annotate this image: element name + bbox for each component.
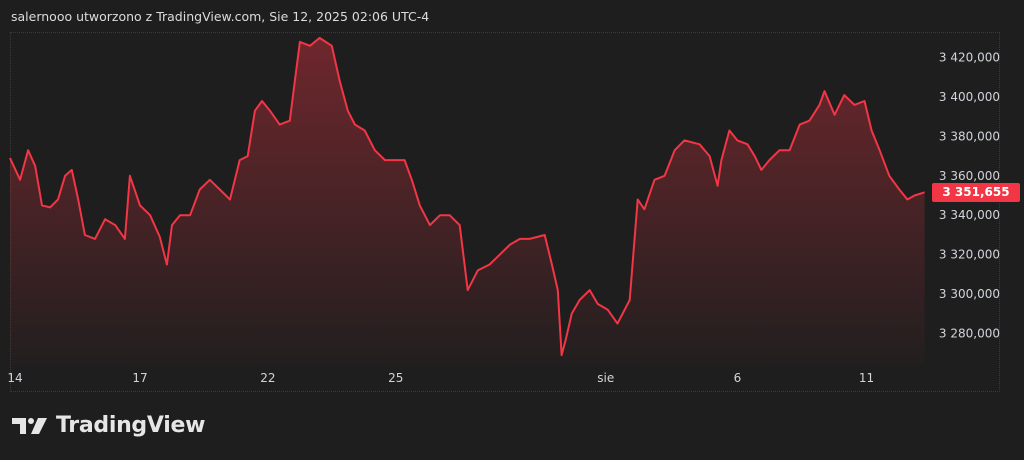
x-tick-label: 14	[7, 371, 22, 385]
x-tick-label: 6	[734, 371, 742, 385]
price-area-fill	[10, 37, 925, 366]
x-tick-label: sie	[597, 371, 614, 385]
x-tick-label: 11	[859, 371, 874, 385]
tradingview-logo[interactable]: TradingView	[12, 413, 205, 438]
y-tick-label: 3 420,000	[939, 51, 1000, 65]
y-tick-label: 3 280,000	[939, 326, 1000, 340]
brand-name: TradingView	[56, 413, 206, 438]
x-tick-label: 17	[132, 371, 147, 385]
chart-attribution: salernooo utworzono z TradingView.com, S…	[11, 9, 430, 24]
x-tick-label: 22	[260, 371, 275, 385]
y-tick-label: 3 380,000	[939, 129, 1000, 143]
x-tick-label: 25	[388, 371, 403, 385]
last-price-label: 3 351,655	[932, 182, 1020, 202]
tradingview-logo-icon	[12, 417, 47, 434]
y-tick-label: 3 320,000	[939, 248, 1000, 262]
y-tick-label: 3 340,000	[939, 208, 1000, 222]
y-tick-label: 3 360,000	[939, 169, 1000, 183]
y-tick-label: 3 300,000	[939, 287, 1000, 301]
y-tick-label: 3 400,000	[939, 90, 1000, 104]
